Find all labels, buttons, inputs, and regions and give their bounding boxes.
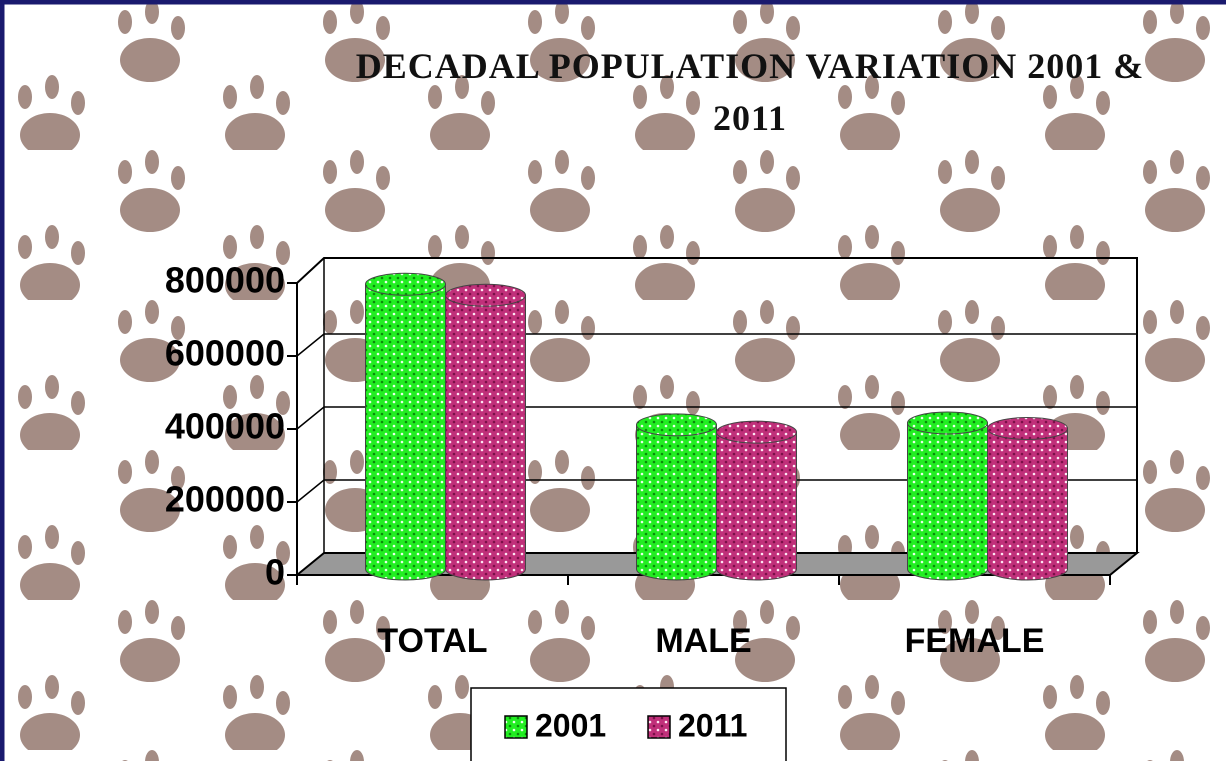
grid-line (296, 333, 1137, 357)
legend-swatch (647, 715, 671, 739)
cylinder-top (445, 283, 526, 307)
y-tick-label: 800000 (165, 260, 285, 301)
grid-line (296, 479, 1137, 503)
y-tick-label: 200000 (165, 479, 285, 520)
cylinder-top (365, 272, 446, 296)
grid-line (296, 406, 1137, 430)
cylinder-top (987, 416, 1068, 440)
cylinder-top (716, 420, 797, 444)
cylinder (636, 424, 717, 581)
legend-label: 2001 (535, 707, 606, 743)
cylinder (716, 431, 797, 581)
x-tick-label: TOTAL (377, 622, 487, 660)
legend-label: 2011 (678, 707, 747, 743)
x-tick-label: MALE (655, 622, 751, 660)
cylinder (907, 422, 988, 581)
cylinder (987, 427, 1068, 581)
legend-swatch (504, 715, 528, 739)
y-tick-label: 400000 (165, 406, 285, 447)
cylinder (445, 294, 526, 581)
cylinder-top (907, 411, 988, 435)
cylinder-top (636, 413, 717, 437)
x-tick-label: FEMALE (905, 622, 1045, 660)
y-tick-label: 600000 (165, 333, 285, 374)
chart-title: DECADAL POPULATION VARIATION 2001 & 2011 (355, 46, 1145, 138)
legend: 2001 2011 (470, 687, 787, 761)
cylinder (365, 283, 446, 581)
y-tick-label: 0 (265, 552, 285, 593)
